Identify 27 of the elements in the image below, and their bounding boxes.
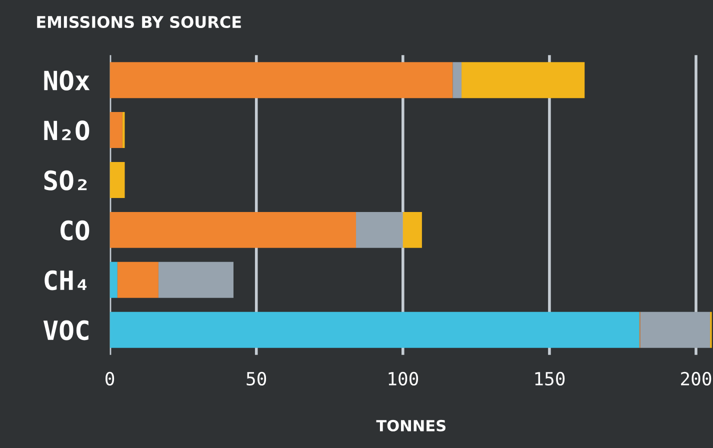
y-tick-label: CO [60, 220, 90, 240]
y-tick-label: NOx [44, 70, 90, 90]
x-tick-label: 100 [388, 372, 418, 386]
y-tick-label: VOC [43, 320, 88, 340]
bar [462, 62, 585, 98]
bar [110, 62, 453, 98]
bar [452, 62, 462, 98]
bar [117, 262, 158, 298]
x-tick-label: 0 [106, 372, 114, 386]
bar [110, 262, 118, 298]
bar [110, 162, 125, 198]
x-tick-label: 50 [246, 372, 266, 386]
bar [402, 212, 422, 248]
y-tick-label: N₂O [44, 120, 90, 140]
x-tick-label: 200 [681, 372, 712, 386]
y-tick-label: CH₄ [44, 270, 87, 290]
chart-title: EMISSIONS BY SOURCE [37, 16, 241, 28]
bar [122, 112, 125, 148]
x-axis-title: TONNES [376, 420, 446, 432]
bar [110, 312, 640, 348]
bar [640, 312, 710, 348]
x-tick-label: 150 [535, 372, 565, 386]
y-tick-label: SO₂ [44, 170, 87, 190]
bar [356, 212, 403, 248]
bar [110, 212, 356, 248]
bar [110, 112, 122, 148]
bar [158, 262, 234, 298]
